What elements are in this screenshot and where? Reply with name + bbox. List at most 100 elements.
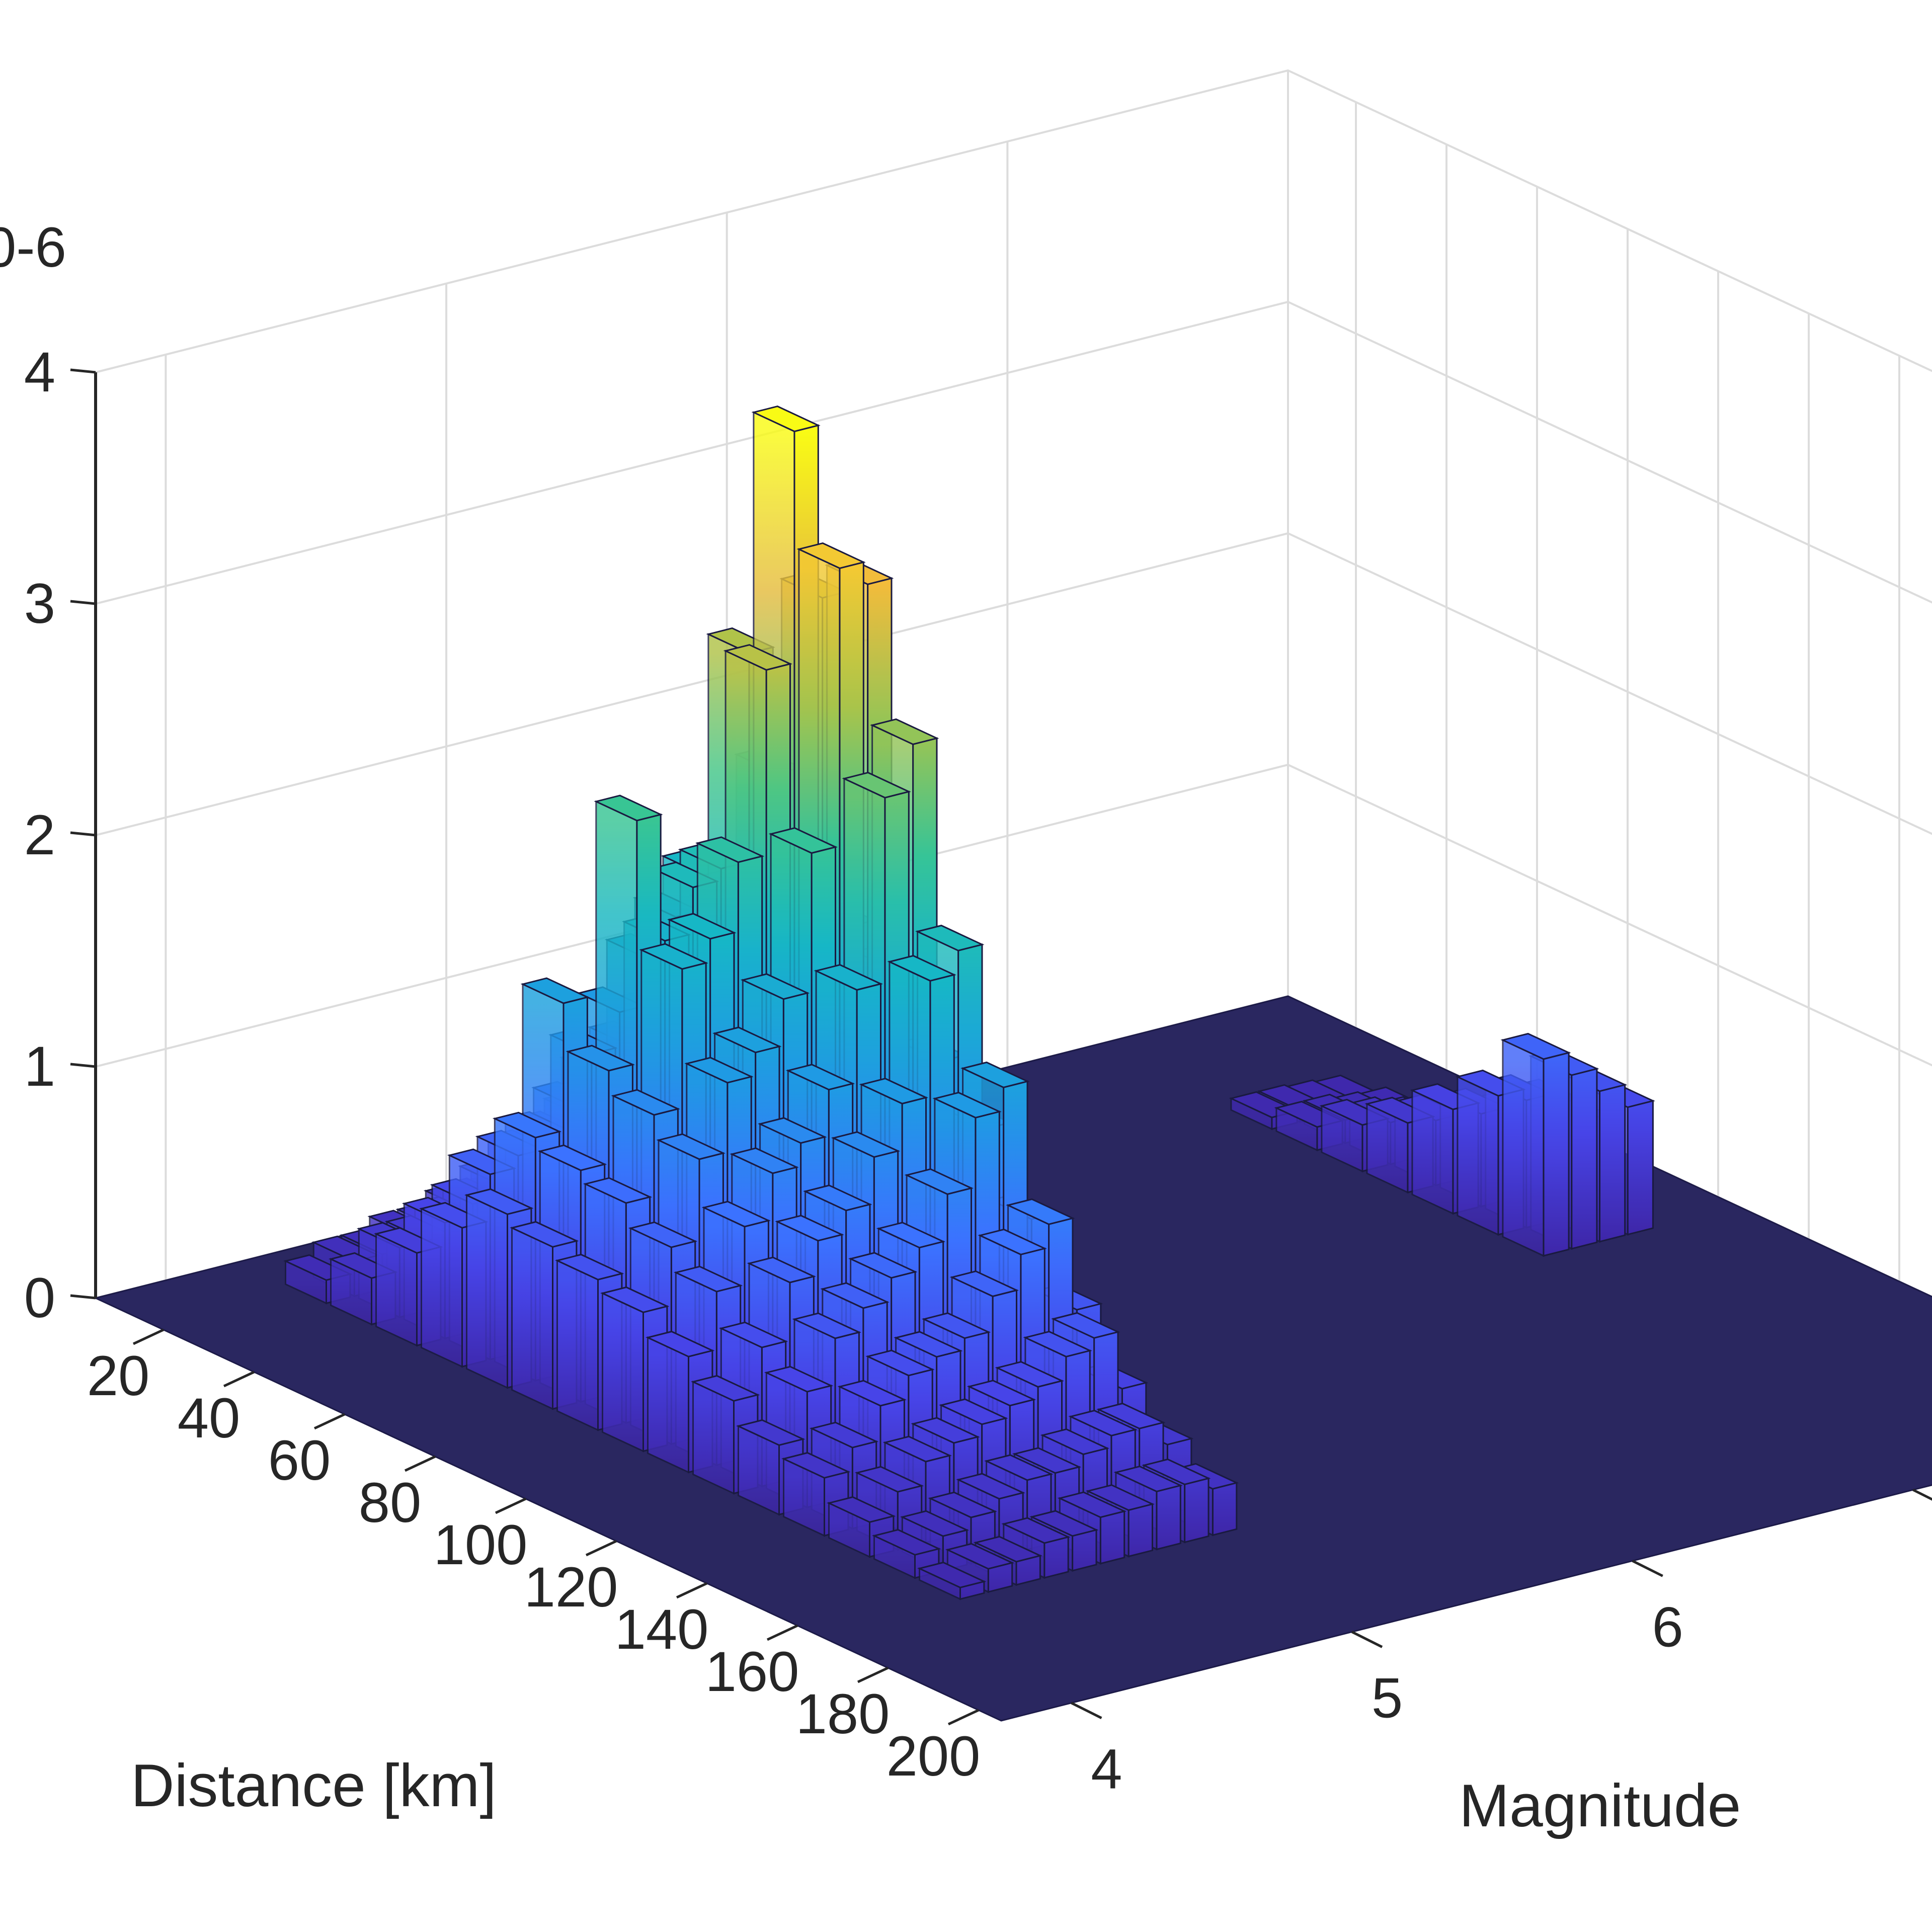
bar-top-face	[978, 1229, 1047, 1255]
bar-top-face	[837, 1380, 907, 1407]
bar-side-face	[647, 1336, 689, 1474]
bar-top-face	[939, 1398, 1008, 1425]
bar-top-face	[796, 542, 866, 569]
bar-top-face	[900, 1510, 970, 1537]
bar-top-face	[537, 1144, 607, 1171]
y-tick-label: 60	[268, 1429, 331, 1492]
bars	[283, 406, 1655, 1600]
y-tick	[947, 1709, 980, 1726]
y-tick-label: 100	[434, 1513, 528, 1576]
bar-top-face	[594, 794, 663, 822]
bar-top-face	[740, 973, 810, 1000]
bar-top-face	[1500, 1032, 1571, 1060]
bar-top-face	[775, 1215, 844, 1242]
bar-top-face	[865, 1349, 935, 1377]
y-tick-label: 80	[359, 1471, 422, 1534]
bar-side-face	[602, 1292, 644, 1453]
y-tick	[404, 1455, 436, 1472]
bar-top-face	[646, 1330, 715, 1357]
bar-top-face	[848, 1252, 918, 1279]
bar-top-face	[872, 1528, 941, 1556]
bar-side-face	[421, 1208, 463, 1368]
bar-top-face	[814, 964, 883, 991]
bar-top-face	[1023, 1331, 1092, 1357]
bar-top-face	[492, 1111, 562, 1139]
bar-top-face	[781, 1452, 851, 1479]
bar	[917, 1561, 987, 1600]
y-tick	[495, 1497, 527, 1514]
bar-top-face	[764, 1365, 834, 1393]
bar-top-face	[555, 1253, 624, 1280]
x-axis-title: Magnitude	[1459, 1772, 1741, 1839]
bar-top-face	[956, 1473, 1025, 1500]
y-tick	[676, 1582, 708, 1599]
x-tick-label: 6	[1652, 1595, 1683, 1658]
bar-top-face	[611, 1089, 680, 1116]
bar-top-face	[718, 1321, 788, 1348]
bar-top-face	[928, 1491, 997, 1518]
bar-top-face	[945, 1543, 1015, 1570]
bar-top-face	[854, 1466, 924, 1493]
bar-front-face	[1156, 1484, 1181, 1551]
bar-top-face	[695, 836, 765, 863]
bar-top-face	[1051, 1312, 1120, 1339]
bar-top-face	[973, 1536, 1042, 1563]
y-tick	[132, 1328, 165, 1345]
bar-top-face	[859, 1078, 928, 1105]
bar-top-face	[904, 1168, 974, 1195]
bar-top-face	[1012, 1447, 1082, 1474]
bar-top-face	[1068, 1410, 1138, 1436]
z-tick-label: 0	[24, 1266, 55, 1329]
y-tick-label: 20	[87, 1344, 150, 1407]
bar-top-face	[1001, 1517, 1071, 1544]
bar-top-face	[1029, 1510, 1099, 1537]
y-axis-title: Distance [km]	[131, 1752, 497, 1819]
bar-top-face	[967, 1380, 1036, 1407]
bar-side-face	[466, 1194, 508, 1389]
bar-top-face	[876, 1222, 946, 1249]
bar-top-face	[831, 1131, 901, 1158]
bar-top-face	[827, 1496, 896, 1523]
bar-top-face	[887, 955, 956, 982]
bar-front-face	[1627, 1100, 1654, 1236]
bar-front-face	[1599, 1084, 1626, 1243]
bar-top-face	[949, 1270, 1019, 1298]
bar-top-face	[984, 1454, 1054, 1481]
z-exponent-label: 0-6	[0, 216, 66, 279]
x-tick-label: 4	[1091, 1738, 1122, 1801]
z-tick	[70, 368, 96, 374]
bar-front-face	[1571, 1068, 1598, 1250]
bar-top-face	[1113, 1466, 1183, 1492]
bar-top-face	[751, 406, 821, 432]
bar-top-face	[1006, 1198, 1075, 1225]
bar-top-face	[792, 1312, 861, 1339]
bar-front-face	[1099, 1510, 1125, 1565]
bar-top-face	[566, 1044, 635, 1072]
bar-top-face	[730, 1147, 799, 1174]
y-tick	[857, 1666, 889, 1683]
bar-top-face	[691, 1375, 760, 1402]
bar-side-face	[1411, 1089, 1454, 1215]
bar-top-face	[600, 1286, 670, 1313]
z-tick-label: 3	[24, 572, 55, 635]
y-tick-label: 120	[524, 1556, 618, 1619]
y-tick-label: 180	[796, 1682, 890, 1745]
bar-top-face	[809, 1421, 879, 1448]
bar-top-face	[583, 1177, 653, 1204]
bar-side-face	[1457, 1075, 1499, 1236]
bar-top-face	[464, 1188, 534, 1215]
z-tick	[70, 1063, 96, 1068]
x-tick	[1351, 1631, 1383, 1648]
bar-front-face	[1212, 1482, 1238, 1537]
bar-front-face	[1543, 1052, 1570, 1257]
bar-top-face	[995, 1361, 1064, 1388]
x-tick-label: 5	[1372, 1667, 1403, 1730]
bar-top-face	[701, 1200, 771, 1228]
bar-side-face	[556, 1259, 599, 1431]
bar-side-face	[1502, 1038, 1545, 1257]
bar	[1500, 1032, 1571, 1257]
bar-top-face	[684, 1057, 754, 1084]
bar-top-face	[911, 1417, 980, 1444]
bar-top-face	[510, 1221, 579, 1248]
